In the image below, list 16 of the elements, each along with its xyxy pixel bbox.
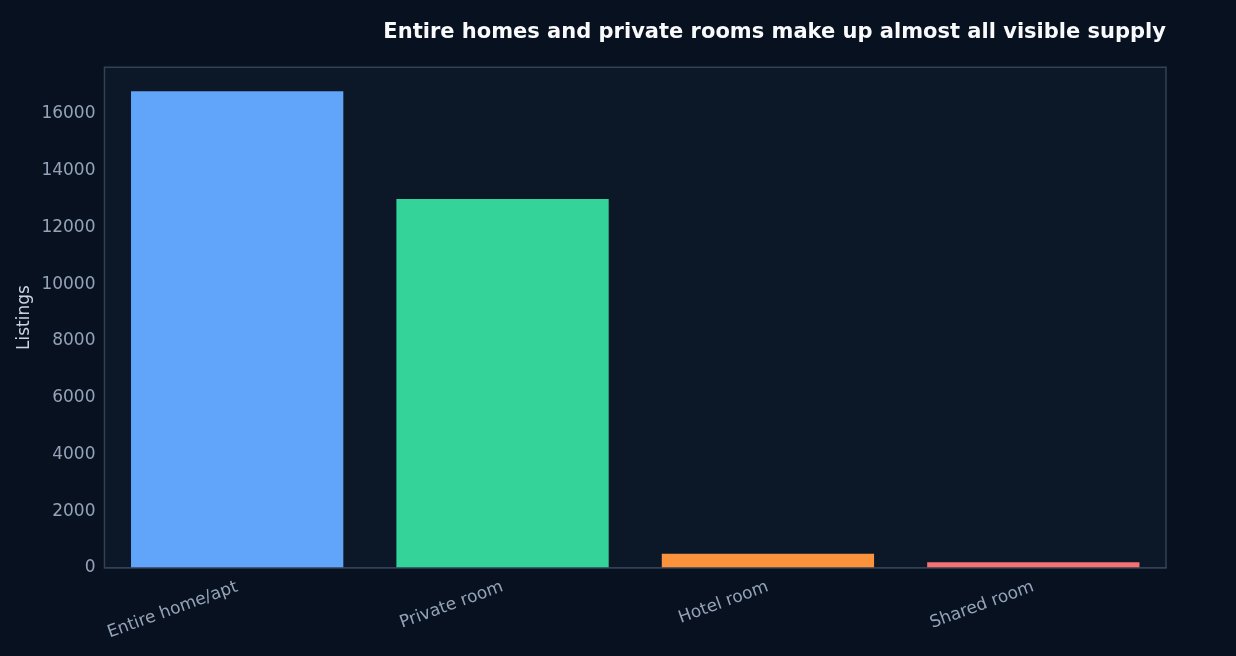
y-tick-label: 4000 bbox=[52, 442, 96, 463]
chart-title: Entire homes and private rooms make up almost all visible supply bbox=[383, 19, 1167, 44]
y-axis-title: Listings bbox=[12, 284, 33, 350]
y-tick-label: 0 bbox=[84, 556, 96, 577]
y-tick-label: 16000 bbox=[41, 102, 96, 123]
bar bbox=[396, 199, 609, 568]
y-tick-label: 8000 bbox=[52, 329, 96, 350]
bar bbox=[661, 553, 875, 568]
x-tick-label: Hotel room bbox=[675, 575, 771, 627]
bar bbox=[131, 91, 344, 568]
x-tick-label: Private room bbox=[396, 575, 506, 632]
y-tick-label: 14000 bbox=[41, 159, 96, 180]
y-tick-label: 10000 bbox=[41, 272, 96, 293]
y-tick-label: 6000 bbox=[52, 386, 96, 407]
y-tick-label: 12000 bbox=[41, 215, 96, 236]
y-tick-label: 2000 bbox=[52, 499, 96, 520]
